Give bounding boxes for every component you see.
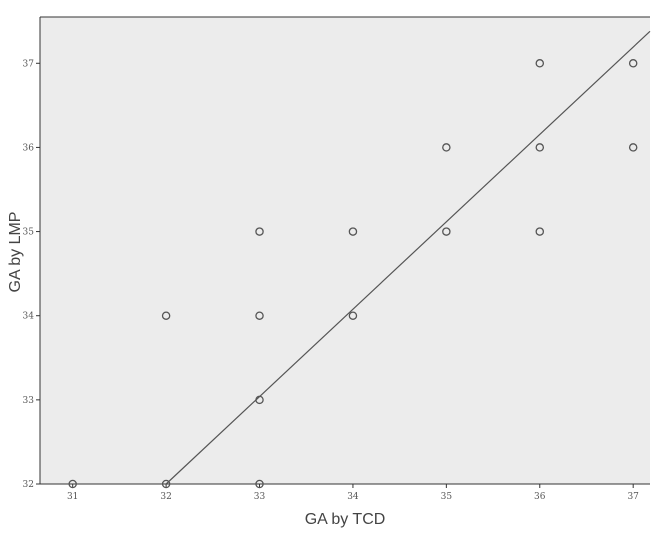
x-tick-label: 31: [67, 492, 78, 502]
data-point: [255, 227, 264, 236]
data-point: [255, 311, 264, 320]
y-tick-label: 32: [23, 480, 34, 490]
data-point: [628, 59, 638, 68]
x-tick-label: 36: [534, 492, 546, 502]
y-axis-title: GA by LMP: [7, 212, 24, 293]
data-point: [348, 227, 358, 236]
y-ticks: 32 33 34 35 36 37: [23, 59, 40, 490]
y-tick-label: 35: [23, 228, 35, 238]
data-point: [535, 227, 545, 236]
x-tick-label: 37: [627, 492, 639, 502]
data-point: [68, 479, 77, 489]
data-point: [535, 59, 545, 68]
x-ticks: 31 32 33 34 35 36 37: [67, 484, 639, 502]
fit-line: [165, 30, 651, 485]
data-point: [161, 479, 171, 489]
data-point: [255, 395, 264, 405]
y-tick-label: 34: [23, 312, 35, 322]
x-tick-label: 33: [254, 492, 266, 502]
y-tick-label: 33: [23, 396, 35, 406]
data-points: [68, 59, 638, 489]
x-tick-label: 35: [441, 492, 453, 502]
data-point: [348, 311, 358, 320]
plot-area: [40, 17, 650, 484]
y-tick-label: 37: [23, 59, 35, 69]
data-point: [535, 143, 545, 152]
data-point: [628, 143, 638, 152]
fit-line-group: [165, 30, 651, 485]
x-tick-label: 34: [347, 492, 359, 502]
x-tick-label: 32: [160, 492, 171, 502]
data-point: [255, 479, 264, 489]
data-point: [442, 227, 451, 236]
data-point: [161, 311, 171, 320]
data-point: [442, 143, 451, 152]
x-axis-title: GA by TCD: [305, 511, 386, 528]
y-tick-label: 36: [23, 143, 35, 153]
